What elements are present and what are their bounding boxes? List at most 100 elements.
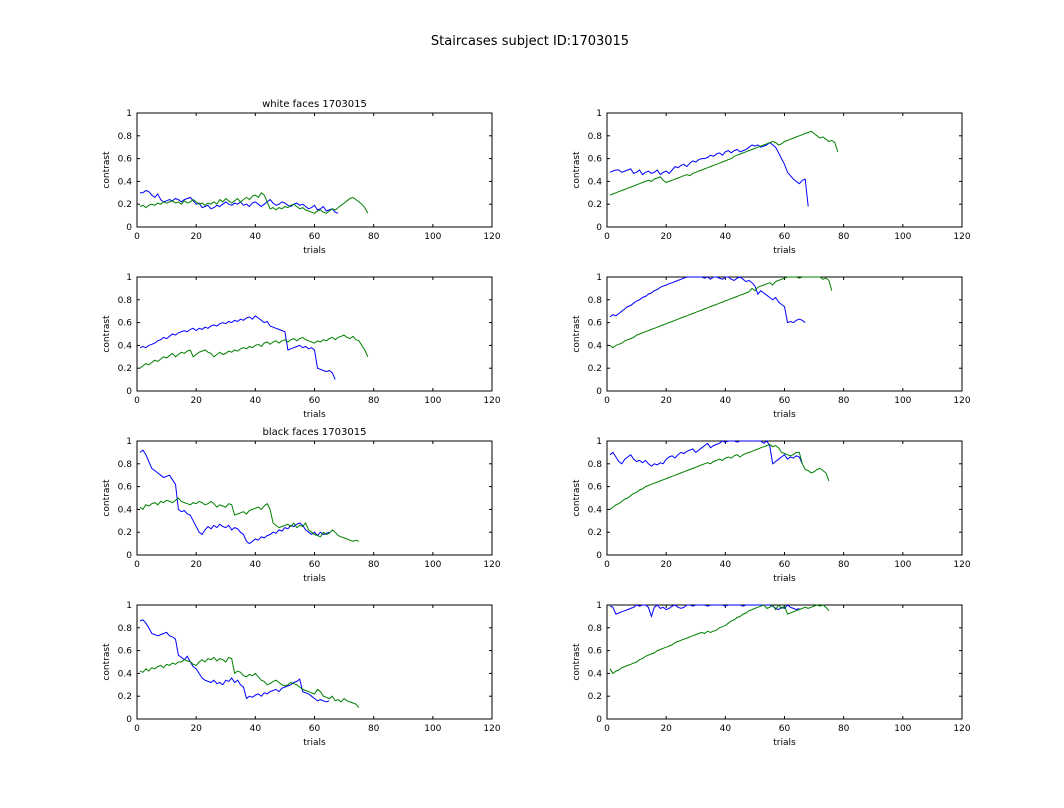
subplot-6: 0 20 40 60 80 100 120 0 0.2 0.4 0.6 0.8 1 trials contr… <box>572 437 971 584</box>
y-tick-label: 0.6 <box>588 155 603 165</box>
x-tick-label: 120 <box>483 396 500 406</box>
axes-box <box>136 112 493 228</box>
x-tick-label: 80 <box>838 396 850 406</box>
x-tick-label: 60 <box>309 560 321 570</box>
subplot-2: 0 20 40 60 80 100 120 0 0.2 0.4 0.6 0.8 1 trials contr… <box>572 109 971 256</box>
x-axis-label: trials <box>773 246 796 256</box>
y-tick-label: 0.8 <box>118 296 133 306</box>
x-tick-label: 0 <box>604 232 610 242</box>
x-tick-label: 0 <box>604 560 610 570</box>
x-tick-label: 80 <box>368 232 380 242</box>
y-tick-label: 0.8 <box>118 132 133 142</box>
y-tick-label: 0.4 <box>118 177 133 187</box>
y-tick-label: 0 <box>596 551 602 561</box>
y-tick-label: 0.8 <box>588 132 603 142</box>
subplot-8: 0 20 40 60 80 100 120 0 0.2 0.4 0.6 0.8 1 trials contr… <box>572 601 971 748</box>
series-line-1 <box>609 440 803 467</box>
y-tick-label: 0 <box>596 223 602 233</box>
y-tick-label: 0.4 <box>588 177 603 187</box>
y-tick-label: 1 <box>596 601 602 611</box>
x-tick-label: 20 <box>190 232 202 242</box>
x-tick-label: 120 <box>953 232 970 242</box>
y-tick-label: 0.6 <box>588 647 603 657</box>
x-tick-label: 120 <box>953 396 970 406</box>
x-tick-label: 100 <box>424 560 441 570</box>
axes-box <box>136 604 493 720</box>
y-tick-label: 0.6 <box>588 483 603 493</box>
x-tick-label: 0 <box>604 724 610 734</box>
y-tick-label: 1 <box>126 273 132 283</box>
subplot-7: 0 20 40 60 80 100 120 0 0.2 0.4 0.6 0.8 1 trials contr… <box>102 601 501 748</box>
x-tick-label: 60 <box>309 232 321 242</box>
y-tick-label: 0.2 <box>588 364 602 374</box>
series-line-2 <box>609 276 833 349</box>
y-axis-label: contrast <box>572 643 582 681</box>
y-axis-label: contrast <box>102 151 112 189</box>
x-tick-label: 120 <box>483 232 500 242</box>
x-tick-label: 40 <box>720 724 732 734</box>
y-tick-label: 0.2 <box>588 200 602 210</box>
x-axis-label: trials <box>773 574 796 584</box>
y-tick-label: 0.4 <box>118 341 133 351</box>
y-axis-label: contrast <box>102 315 112 353</box>
x-tick-label: 60 <box>779 724 791 734</box>
x-tick-label: 60 <box>309 396 321 406</box>
subplot-3: 0 20 40 60 80 100 120 0 0.2 0.4 0.6 0.8 1 trials contr… <box>102 273 501 420</box>
y-tick-label: 0.4 <box>118 669 133 679</box>
series-line-1 <box>139 315 336 380</box>
x-tick-label: 0 <box>134 560 140 570</box>
series-line-2 <box>609 130 839 196</box>
x-tick-label: 40 <box>250 724 262 734</box>
x-tick-label: 80 <box>838 724 850 734</box>
x-axis-label: trials <box>303 574 326 584</box>
y-tick-label: 0.2 <box>118 692 132 702</box>
subplot-5: 0 20 40 60 80 100 120 0 0.2 0.4 0.6 0.8 1 trials contr… <box>102 427 501 584</box>
x-tick-label: 40 <box>250 560 262 570</box>
x-tick-label: 80 <box>368 724 380 734</box>
x-tick-label: 120 <box>483 560 500 570</box>
y-tick-label: 0.2 <box>588 528 602 538</box>
x-tick-label: 40 <box>250 396 262 406</box>
x-tick-label: 120 <box>483 724 500 734</box>
y-tick-label: 1 <box>126 437 132 447</box>
series-line-1 <box>609 604 800 619</box>
x-tick-label: 120 <box>953 560 970 570</box>
y-tick-label: 0 <box>126 715 132 725</box>
y-tick-label: 0.6 <box>118 483 133 493</box>
x-tick-label: 100 <box>424 232 441 242</box>
axes-box <box>606 440 963 556</box>
x-tick-label: 100 <box>894 396 911 406</box>
y-tick-label: 0.8 <box>118 624 133 634</box>
subplot-title: white faces 1703015 <box>262 99 367 110</box>
x-tick-label: 40 <box>720 396 732 406</box>
y-axis-label: contrast <box>102 479 112 517</box>
subplot-grid: 0 20 40 60 80 100 12000.20.40.60.81trialscontr… <box>102 99 971 748</box>
x-tick-label: 20 <box>660 560 672 570</box>
x-tick-label: 40 <box>720 232 732 242</box>
series-line-1 <box>609 141 809 207</box>
y-tick-label: 0.2 <box>118 200 132 210</box>
y-tick-label: 1 <box>596 437 602 447</box>
y-tick-label: 0.6 <box>118 155 133 165</box>
x-tick-label: 20 <box>660 724 672 734</box>
y-tick-label: 1 <box>596 273 602 283</box>
y-tick-label: 0 <box>596 715 602 725</box>
figure-title: Staircases subject ID:1703015 <box>431 34 629 49</box>
x-tick-label: 40 <box>250 232 262 242</box>
x-tick-label: 0 <box>134 396 140 406</box>
series-line-2 <box>609 604 830 675</box>
x-tick-label: 80 <box>838 232 850 242</box>
x-tick-label: 80 <box>368 560 380 570</box>
axes-box <box>606 112 963 228</box>
y-tick-label: 0.8 <box>588 460 603 470</box>
x-tick-label: 80 <box>368 396 380 406</box>
y-tick-label: 0.4 <box>588 505 603 515</box>
x-tick-label: 60 <box>309 724 321 734</box>
x-tick-label: 100 <box>894 724 911 734</box>
x-tick-label: 0 <box>134 232 140 242</box>
series-line-2 <box>139 334 369 369</box>
y-tick-label: 0.8 <box>118 460 133 470</box>
axes-box <box>606 276 963 392</box>
axes-box <box>136 440 493 556</box>
